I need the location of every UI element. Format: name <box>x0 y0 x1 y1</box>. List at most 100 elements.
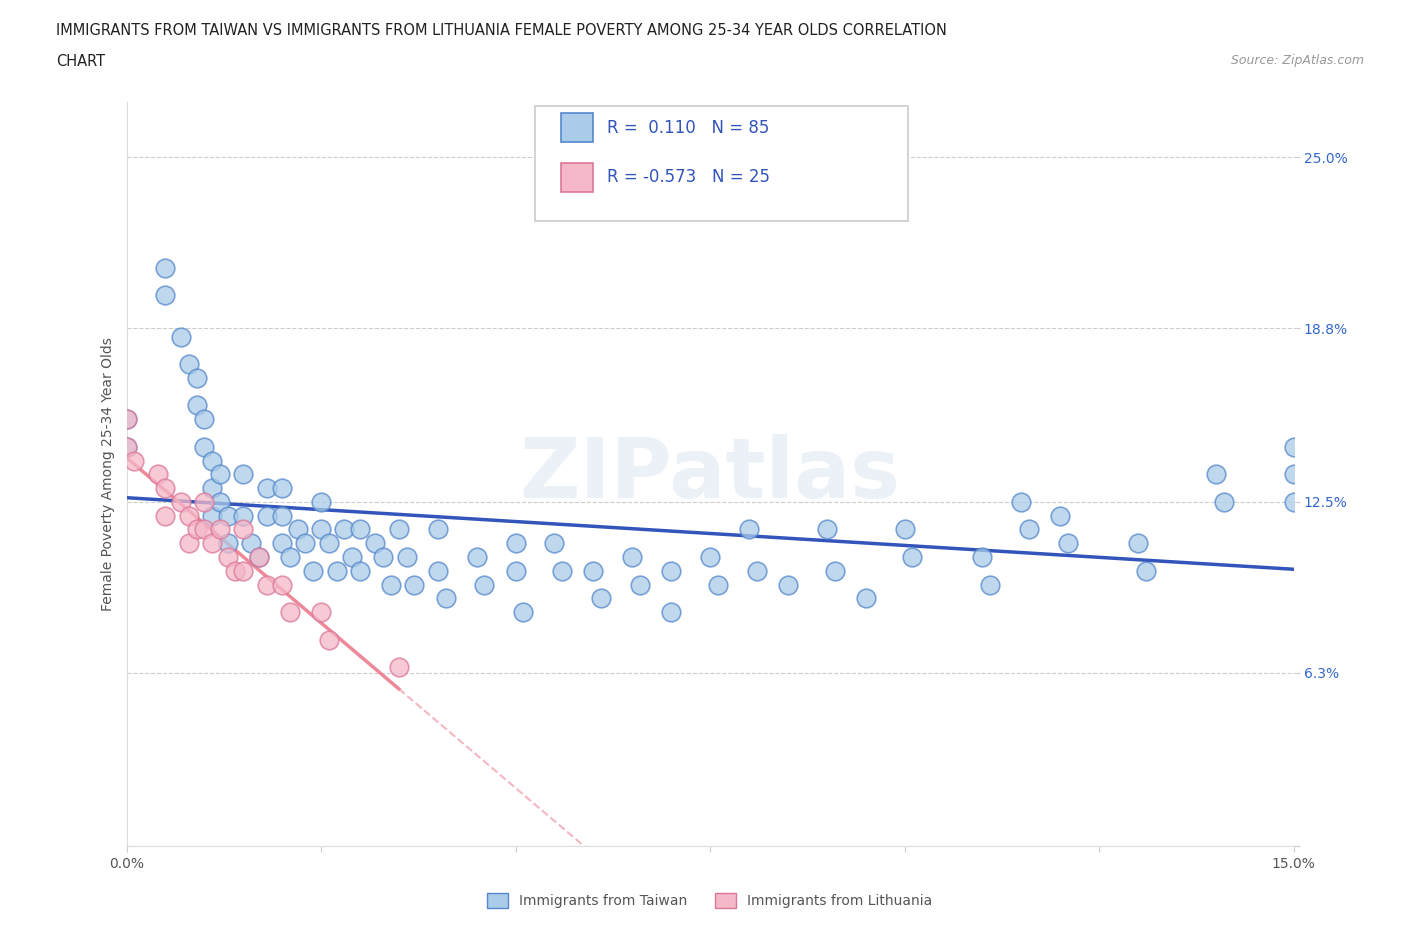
Point <box>256 508 278 523</box>
Point <box>217 536 239 551</box>
Point <box>659 564 682 578</box>
Point <box>543 536 565 551</box>
Point <box>1282 439 1305 454</box>
Point <box>124 453 146 468</box>
Point <box>208 467 231 482</box>
Point <box>364 536 387 551</box>
Point <box>1126 536 1149 551</box>
Point <box>388 522 411 537</box>
Text: Source: ZipAtlas.com: Source: ZipAtlas.com <box>1230 54 1364 67</box>
Point <box>465 550 488 565</box>
Point <box>434 591 457 605</box>
Legend: Immigrants from Taiwan, Immigrants from Lithuania: Immigrants from Taiwan, Immigrants from … <box>482 888 938 914</box>
Point <box>738 522 761 537</box>
Point <box>115 412 138 427</box>
Point <box>247 550 270 565</box>
Point <box>217 550 239 565</box>
Point <box>309 522 332 537</box>
Point <box>115 412 138 427</box>
Point <box>426 564 449 578</box>
Point <box>287 522 309 537</box>
Point <box>155 481 177 496</box>
Point <box>271 536 294 551</box>
Point <box>707 578 730 592</box>
Point <box>278 604 301 619</box>
Point <box>333 522 356 537</box>
Point <box>855 591 877 605</box>
Point <box>193 495 215 510</box>
Point <box>177 356 200 371</box>
Point <box>621 550 644 565</box>
Point <box>349 522 371 537</box>
Point <box>294 536 316 551</box>
Point <box>177 508 200 523</box>
Point <box>1282 495 1305 510</box>
Point <box>201 453 224 468</box>
Text: IMMIGRANTS FROM TAIWAN VS IMMIGRANTS FROM LITHUANIA FEMALE POVERTY AMONG 25-34 Y: IMMIGRANTS FROM TAIWAN VS IMMIGRANTS FRO… <box>56 23 948 38</box>
Point <box>512 604 534 619</box>
Point <box>582 564 605 578</box>
Point <box>271 578 294 592</box>
Point <box>177 536 200 551</box>
Point <box>186 522 208 537</box>
Point <box>201 481 224 496</box>
Y-axis label: Female Poverty Among 25-34 Year Olds: Female Poverty Among 25-34 Year Olds <box>101 338 115 611</box>
Point <box>395 550 418 565</box>
Point <box>893 522 915 537</box>
Point <box>388 659 411 674</box>
Point <box>115 439 138 454</box>
Point <box>340 550 363 565</box>
Point <box>505 536 527 551</box>
Point <box>302 564 325 578</box>
Point <box>193 522 215 537</box>
Point <box>824 564 846 578</box>
Point <box>155 260 177 275</box>
Point <box>349 564 371 578</box>
Point <box>309 604 332 619</box>
Point <box>232 564 254 578</box>
Point <box>659 604 682 619</box>
Point <box>278 550 301 565</box>
Text: ZIPatlas: ZIPatlas <box>520 433 900 515</box>
Point <box>1018 522 1040 537</box>
Point <box>699 550 721 565</box>
Point <box>972 550 994 565</box>
Point <box>380 578 402 592</box>
Point <box>325 564 347 578</box>
Point <box>309 495 332 510</box>
Point <box>208 495 231 510</box>
Point <box>146 467 169 482</box>
Point <box>217 508 239 523</box>
Point <box>551 564 574 578</box>
Point <box>232 522 254 537</box>
Point <box>193 412 215 427</box>
Point <box>1010 495 1032 510</box>
Point <box>1212 495 1234 510</box>
Point <box>271 508 294 523</box>
Point <box>155 508 177 523</box>
Point <box>170 329 193 344</box>
Point <box>232 467 254 482</box>
Bar <box>561 164 593 192</box>
Bar <box>561 113 593 141</box>
Point <box>170 495 193 510</box>
Point <box>591 591 613 605</box>
Point <box>1057 536 1080 551</box>
Point <box>1049 508 1071 523</box>
Point <box>815 522 838 537</box>
Point <box>979 578 1001 592</box>
Point <box>745 564 768 578</box>
Point <box>1282 467 1305 482</box>
Point <box>901 550 924 565</box>
Point <box>232 508 254 523</box>
Point <box>155 287 177 302</box>
Point <box>628 578 651 592</box>
Point <box>201 536 224 551</box>
Point <box>247 550 270 565</box>
Point <box>505 564 527 578</box>
Point <box>426 522 449 537</box>
Point <box>201 508 224 523</box>
Text: CHART: CHART <box>56 54 105 69</box>
Point <box>208 522 231 537</box>
Point <box>318 632 340 647</box>
